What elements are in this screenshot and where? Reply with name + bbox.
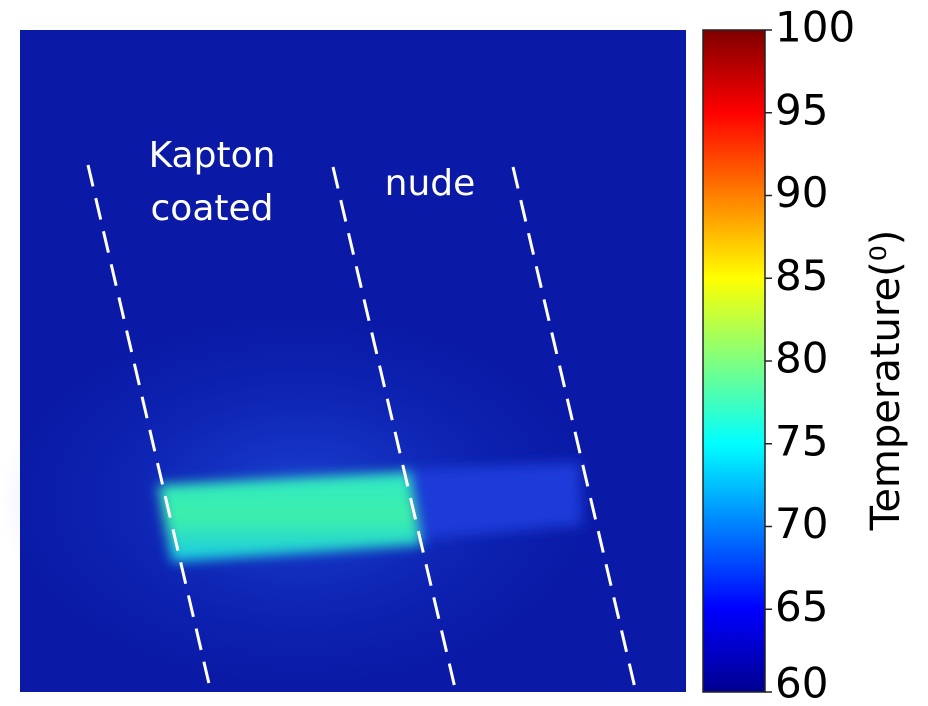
tick-label: 80: [775, 334, 828, 383]
annotation: Kapton: [149, 135, 276, 176]
colorbar-label: Temperature(⁰): [863, 230, 909, 532]
tick-label: 95: [775, 85, 828, 134]
annotation: coated: [151, 188, 274, 229]
tick-label: 100: [775, 3, 855, 52]
tick-label: 75: [775, 416, 828, 465]
tick-label: 85: [775, 251, 828, 300]
figure: Kapton coated nude Temperature(⁰) 60 65 70…: [0, 0, 928, 706]
thermal-image: Kapton coated nude: [0, 30, 686, 692]
colorbar: Temperature(⁰) 60 65 70 75 80 85 90 95 100: [703, 3, 909, 706]
tick-label: 70: [775, 499, 828, 548]
tick-label: 65: [775, 582, 828, 631]
tick-label: 60: [775, 659, 828, 706]
tick-label: 90: [775, 168, 828, 217]
annotation: nude: [385, 163, 476, 204]
colorbar-gradient: [703, 30, 765, 692]
